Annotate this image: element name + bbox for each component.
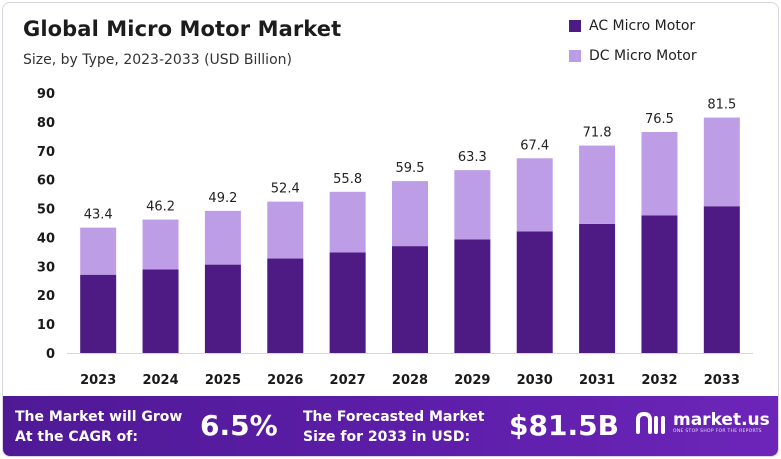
legend-label-dc: DC Micro Motor	[589, 48, 697, 64]
bar-total-label: 67.4	[520, 138, 549, 153]
cagr-label-line2: At the CAGR of:	[15, 429, 138, 445]
y-tick-label: 40	[37, 231, 55, 246]
bar-total-label: 55.8	[333, 172, 362, 187]
x-tick-label: 2027	[330, 373, 366, 388]
footer-banner: The Market will Grow At the CAGR of: 6.5…	[3, 396, 778, 456]
bar-dc	[392, 181, 428, 247]
x-tick-label: 2031	[579, 373, 615, 388]
bar-ac	[516, 231, 553, 353]
bar-chart: 010203040506070809043.4202346.2202449.22…	[37, 87, 753, 388]
x-tick-label: 2030	[517, 373, 553, 388]
x-tick-label: 2023	[80, 373, 116, 388]
x-tick-label: 2026	[267, 373, 303, 388]
bar-total-label: 59.5	[396, 161, 425, 176]
cagr-label: The Market will Grow At the CAGR of:	[15, 407, 182, 447]
chart-subtitle: Size, by Type, 2023-2033 (USD Billion)	[23, 52, 292, 68]
bar-dc	[516, 158, 553, 232]
logo-tagline: ONE STOP SHOP FOR THE REPORTS	[673, 429, 762, 434]
x-tick-label: 2032	[641, 373, 677, 388]
x-tick-label: 2033	[704, 373, 740, 388]
x-tick-label: 2025	[205, 373, 241, 388]
bar-ac	[267, 258, 304, 353]
bar-total-label: 46.2	[146, 200, 175, 215]
y-tick-label: 10	[37, 318, 55, 333]
y-tick-label: 0	[46, 347, 55, 362]
x-tick-label: 2029	[454, 373, 490, 388]
bar-ac	[641, 215, 678, 353]
y-tick-label: 70	[37, 145, 55, 160]
y-tick-label: 60	[37, 174, 55, 189]
cagr-value: 6.5%	[200, 409, 278, 442]
bar-dc	[204, 210, 241, 265]
legend-swatch-dc	[569, 50, 581, 62]
forecast-label: The Forecasted Market Size for 2033 in U…	[303, 407, 484, 447]
forecast-label-line1: The Forecasted Market	[303, 409, 485, 425]
legend-item-dc: DC Micro Motor	[569, 45, 697, 67]
market-us-logo-icon	[636, 411, 665, 434]
legend-item-ac: AC Micro Motor	[569, 15, 697, 37]
cagr-label-line1: The Market will Grow	[15, 409, 183, 425]
bar-ac	[329, 252, 366, 353]
bar-total-label: 71.8	[583, 126, 612, 141]
bar-dc	[80, 227, 117, 275]
forecast-label-line2: Size for 2033 in USD:	[303, 429, 471, 445]
chart-title: Global Micro Motor Market	[23, 17, 342, 41]
y-tick-label: 20	[37, 289, 55, 304]
x-tick-label: 2024	[142, 373, 178, 388]
x-tick-label: 2028	[392, 373, 428, 388]
bar-total-label: 63.3	[458, 150, 487, 165]
bar-ac	[142, 269, 179, 353]
forecast-value: $81.5B	[509, 409, 619, 442]
bar-ac	[454, 239, 491, 353]
legend: AC Micro Motor DC Micro Motor	[569, 15, 697, 75]
bar-total-label: 76.5	[645, 112, 674, 127]
bar-ac	[204, 264, 241, 353]
y-tick-label: 50	[37, 203, 55, 218]
bar-ac	[579, 223, 616, 353]
bar-dc	[329, 191, 366, 253]
bar-dc	[142, 219, 179, 270]
bar-total-label: 43.4	[84, 208, 113, 223]
bar-dc	[703, 117, 740, 207]
bar-dc	[641, 132, 678, 216]
bar-ac	[703, 206, 740, 353]
bar-dc	[267, 201, 304, 259]
legend-label-ac: AC Micro Motor	[589, 18, 696, 34]
logo-text: market.us ONE STOP SHOP FOR THE REPORTS	[673, 411, 770, 435]
y-tick-label: 80	[37, 116, 55, 131]
y-tick-label: 30	[37, 260, 55, 275]
bar-ac	[80, 274, 117, 353]
legend-swatch-ac	[569, 20, 581, 32]
bar-dc	[454, 170, 491, 240]
bar-total-label: 49.2	[208, 191, 237, 206]
bar-total-label: 52.4	[271, 182, 300, 197]
bar-total-label: 81.5	[707, 98, 736, 113]
market-us-logo: market.us ONE STOP SHOP FOR THE REPORTS	[635, 410, 770, 436]
bar-ac	[392, 246, 428, 353]
bar-dc	[579, 145, 616, 224]
logo-name: market.us	[673, 410, 770, 430]
y-tick-label: 90	[37, 87, 55, 102]
